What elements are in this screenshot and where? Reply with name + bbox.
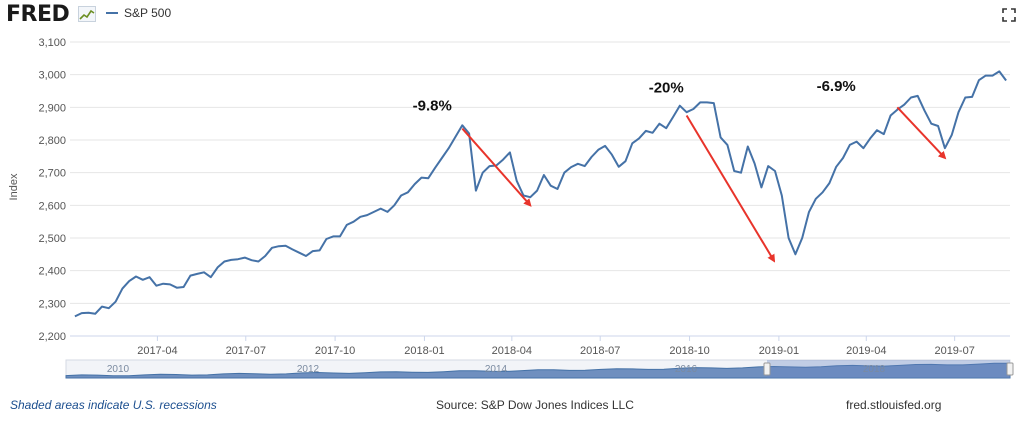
x-tick-label: 2019-04 [846,345,886,357]
y-tick-label: 2,400 [38,266,66,278]
y-tick-label: 3,000 [38,70,66,82]
site-link[interactable]: fred.stlouisfed.org [846,398,942,412]
legend-series-name: S&P 500 [124,6,172,20]
x-tick-label: 2017-07 [226,345,266,357]
gridlines [70,41,1010,337]
y-axis-ticks: 2,200 2,300 2,400 2,500 2,600 2,700 2,800 2,900… [38,37,66,343]
x-tick-label: 2018-01 [404,345,444,357]
recession-note-link[interactable]: Shaded areas indicate U.S. recessions [10,398,217,412]
x-tick-label: 2019-07 [934,345,974,357]
x-tick-label: 2019-01 [759,345,799,357]
range-navigator[interactable]: 2010 2012 2014 2016 2018 [65,359,1014,379]
series-layer [74,70,1007,318]
drawdown-label: -6.9% [817,78,856,95]
chart-header: FRED S&P 500 [0,0,1024,30]
navigator-tick-label: 2010 [107,364,130,375]
x-tick-label: 2017-04 [137,345,177,357]
navigator-selection[interactable] [767,360,1010,378]
navigator-tick-label: 2018 [863,364,886,375]
fred-logo[interactable]: FRED [6,2,70,27]
fullscreen-icon[interactable] [1002,8,1016,22]
x-tick-label: 2018-07 [580,345,620,357]
line-graph-icon [78,6,96,22]
navigator-left-handle[interactable] [763,362,771,376]
y-axis-label: Index [8,173,20,200]
source-text: Source: S&P Dow Jones Indices LLC [436,398,634,412]
drawdown-label: -9.8% [413,98,452,115]
drawdown-arrow [461,127,532,207]
navigator-tick-label: 2016 [675,364,698,375]
chart: 2,200 2,300 2,400 2,500 2,600 2,700 2,800 2,900… [8,37,1014,379]
legend-swatch [106,12,118,14]
footer: Shaded areas indicate U.S. recessions So… [0,396,1024,416]
x-tick-label: 2018-04 [492,345,532,357]
y-tick-label: 2,500 [38,233,66,245]
annotations: -9.8% -20% -6.9% [413,78,947,263]
y-tick-label: 2,300 [38,298,66,310]
x-tick-label: 2017-10 [315,345,355,357]
navigator-right-handle[interactable] [1006,362,1014,376]
drawdown-label: -20% [649,80,684,97]
x-axis-ticks: 2017-04 2017-07 2017-10 2018-01 2018-04 2018-… [70,335,1010,357]
y-tick-label: 2,900 [38,102,66,114]
legend: S&P 500 [106,6,171,20]
drawdown-arrow [685,114,776,263]
navigator-tick-label: 2012 [297,364,320,375]
y-tick-label: 2,200 [38,331,66,343]
y-tick-label: 3,100 [38,37,66,49]
x-tick-label: 2018-10 [669,345,709,357]
y-tick-label: 2,600 [38,200,66,212]
y-tick-label: 2,800 [38,135,66,147]
navigator-area [65,362,1011,379]
drawdown-arrow [896,106,947,160]
series-line-sp500 [74,70,1007,318]
navigator-tick-label: 2014 [485,364,508,375]
y-tick-label: 2,700 [38,168,66,180]
